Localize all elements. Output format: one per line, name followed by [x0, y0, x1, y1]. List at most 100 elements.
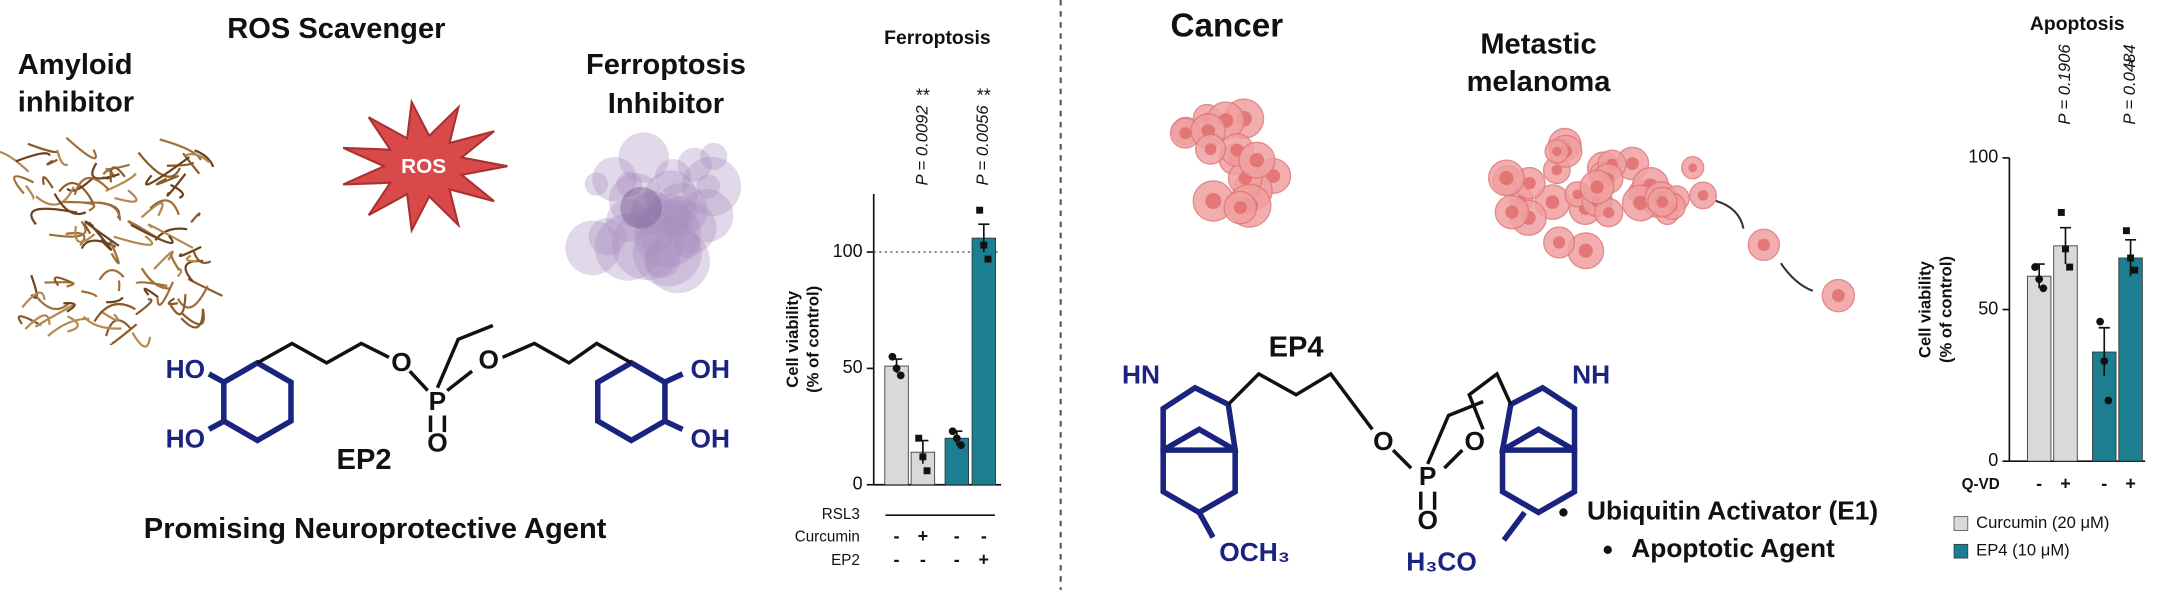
compound-label: EP4: [1269, 332, 1325, 364]
data-point: [919, 453, 927, 461]
cell-nucleus: [1505, 205, 1519, 219]
amyloid-fiber: [63, 301, 76, 313]
amyloid-fiber: [58, 181, 95, 205]
atom-label: OH: [691, 354, 730, 384]
data-point: [2035, 275, 2044, 284]
condition-sign: -: [894, 550, 900, 570]
ferroptotic-cell: [654, 159, 691, 195]
chart-title: Apoptosis: [2030, 13, 2125, 35]
cell-nucleus: [1578, 243, 1593, 258]
cell-nucleus: [1572, 189, 1583, 200]
cell-nucleus: [1249, 152, 1265, 168]
data-point: [892, 364, 901, 373]
ferroptotic-cell: [645, 228, 710, 294]
bullet-text: Apoptotic Agent: [1631, 533, 1835, 563]
ros-star: [342, 98, 508, 234]
cell-nucleus: [1590, 180, 1604, 194]
amyloid-fiber: [83, 201, 122, 221]
amyloid-fiber: [99, 310, 119, 322]
amyloid-fiber: [135, 281, 168, 288]
amyloid-fiber: [24, 314, 51, 330]
amyloid-fiber: [192, 251, 212, 264]
ferroptotic-cell: [673, 232, 701, 259]
data-point: [980, 241, 988, 249]
bond: [1467, 371, 1513, 430]
ferroptotic-cell: [654, 182, 708, 236]
chart-title: Ferroptosis: [884, 27, 991, 49]
condition-label: RSL3: [822, 506, 860, 523]
amyloid-fiber: [35, 303, 76, 328]
data-point: [915, 434, 923, 442]
amyloid-fiber: [0, 150, 30, 173]
y-axis-label: Cell viability: [1916, 260, 1935, 358]
amyloid-fiber: [25, 185, 35, 200]
cell-nucleus: [1204, 143, 1217, 156]
amyloid-fiber: [21, 291, 46, 309]
amyloid-fiber: [166, 173, 187, 197]
bullet-text: Ubiquitin Activator (E1): [1587, 495, 1878, 525]
amyloid-fiber: [15, 152, 51, 163]
cell-nucleus: [1625, 157, 1639, 171]
bond: [1501, 510, 1527, 542]
atom-label: HO: [166, 354, 205, 384]
bond: [663, 371, 684, 385]
condition-sign: +: [918, 526, 929, 546]
ferroptosis-label: Ferroptosis: [586, 49, 746, 81]
y-tick-label: 0: [853, 473, 863, 493]
cell-nucleus: [1233, 201, 1247, 215]
cell-nucleus: [1697, 190, 1709, 201]
ferroptotic-cell: [594, 213, 662, 281]
amyloid-fiber: [65, 231, 86, 247]
amyloid-fiber: [56, 149, 69, 167]
amyloid-fiber: [168, 294, 187, 316]
significance: **: [977, 86, 991, 106]
bond: [1391, 448, 1413, 470]
ring: [1499, 384, 1578, 453]
p-value: P = 0.0092: [912, 105, 931, 185]
cell-nucleus: [1603, 206, 1615, 219]
amyloid-fiber: [194, 149, 215, 168]
bond: [1196, 511, 1216, 539]
cell-nucleus: [1552, 146, 1562, 157]
data-point: [957, 441, 965, 450]
amyloid-fiber: [145, 156, 190, 186]
charts: Ferroptosis Cell viability (% of control) 0…: [783, 13, 2146, 570]
ferroptotic-cell: [680, 189, 734, 243]
ring: [1160, 384, 1239, 453]
condition-sign: -: [981, 526, 987, 546]
data-point: [2066, 263, 2074, 271]
data-point: [976, 206, 984, 214]
legend-swatch: [1953, 543, 1969, 559]
ferroptotic-cell: [700, 142, 728, 171]
ring: [1160, 426, 1238, 516]
amyloid-fiber: [67, 315, 79, 333]
data-point: [2039, 284, 2048, 293]
bond: [446, 369, 474, 392]
data-point: [2122, 227, 2130, 235]
bond: [207, 371, 226, 385]
condition-sign: +: [2060, 473, 2071, 493]
condition-label: Curcumin: [795, 528, 860, 545]
amyloid-fiber: [147, 223, 194, 249]
significance: **: [916, 86, 930, 106]
condition-sign: -: [954, 526, 960, 546]
atom-label: P: [1419, 461, 1437, 491]
ring: [221, 359, 294, 444]
y-axis-label: (% of control): [1936, 256, 1955, 363]
ferroptotic-cell: [584, 172, 609, 196]
ros-title: ROS Scavenger: [227, 13, 445, 45]
bar: [884, 365, 909, 486]
ferroptotic-cell: [663, 215, 689, 241]
ferroptotic-cell: [565, 220, 620, 276]
bond: [663, 418, 684, 432]
amyloid-fiber: [53, 193, 87, 216]
amyloid-fiber: [135, 298, 153, 316]
amyloid-fiber: [105, 172, 137, 192]
amyloid-fiber: [47, 317, 90, 337]
cell-nucleus: [1688, 163, 1698, 173]
bullet: [1559, 508, 1568, 517]
amyloid-fiber: [176, 285, 209, 309]
amyloid-fiber: [114, 189, 138, 203]
amyloid-fiber: [169, 254, 181, 271]
